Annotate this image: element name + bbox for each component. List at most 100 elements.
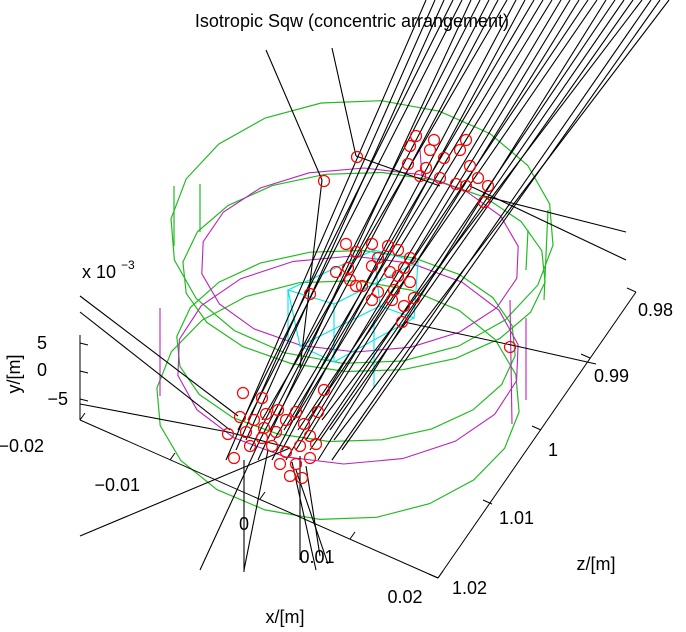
x-tick-label: 0.01: [299, 547, 334, 567]
axis-frame: [79, 291, 637, 579]
y-tick: [79, 398, 89, 402]
y-axis-label: y/[m]: [4, 355, 24, 394]
x-axis-label: x/[m]: [266, 607, 305, 627]
ray-line: [269, 0, 499, 431]
ray-line: [247, 0, 463, 421]
scatter-event: [339, 237, 353, 251]
scatter-event: [413, 169, 427, 183]
ray-line: [333, 0, 670, 441]
ray-line: [295, 0, 571, 451]
y-tick: [79, 342, 89, 346]
ray-line: [235, 0, 436, 451]
ray-line: [257, 0, 472, 461]
scatter-event: [427, 133, 441, 147]
scatter-event: [407, 291, 421, 305]
z-tick: [626, 287, 637, 293]
scatter-event: [236, 386, 250, 400]
ray-line: [79, 403, 229, 433]
scatter-event: [371, 285, 385, 299]
ray-line: [469, 185, 627, 261]
scatter-event: [309, 437, 323, 451]
scatter-event: [303, 451, 317, 465]
scatter-event: [463, 159, 477, 173]
inner-container-edge: [509, 299, 513, 425]
scatter-event: [233, 410, 247, 424]
scatter-event: [283, 469, 297, 483]
scatter-event: [471, 171, 485, 185]
scatter-event: [349, 245, 363, 259]
scatter-event: [341, 261, 355, 275]
scatter-event: [453, 143, 467, 157]
ray-line: [317, 0, 607, 461]
scatter-events: [221, 129, 517, 485]
outer-container-top: [170, 100, 554, 364]
axis-ticks: [79, 287, 637, 579]
z-tick-label: 1: [548, 440, 558, 460]
ray-line: [259, 0, 490, 441]
scatter-event: [371, 251, 385, 265]
scatter-event: [391, 243, 405, 257]
y-tick-label: 0: [37, 360, 47, 380]
scatter-event: [365, 293, 379, 307]
z-tick: [482, 499, 493, 505]
scatter-event: [265, 439, 279, 453]
x-tick: [437, 570, 444, 579]
scatter-event: [449, 177, 463, 191]
x-tick-label: −0.02: [0, 436, 44, 456]
ray-line: [79, 447, 291, 537]
x-tick: [79, 412, 86, 421]
z-tick: [580, 353, 591, 359]
ray-line: [199, 439, 261, 571]
scatter-event: [365, 237, 379, 251]
scatter-event: [311, 405, 325, 419]
z-tick-label: 1.02: [452, 578, 487, 598]
x-tick-label: 0: [239, 514, 249, 534]
x-tick: [259, 491, 266, 500]
scatter-event: [243, 439, 257, 453]
z-axis-line: [437, 291, 637, 579]
y-tick-label: −5: [47, 389, 68, 409]
scatter-event: [403, 275, 417, 289]
y-tick: [79, 370, 89, 374]
scatter-event: [295, 471, 309, 485]
y-axis-exponent: x 10 −3: [82, 258, 135, 282]
x-tick: [169, 452, 176, 461]
scatter-event: [257, 421, 271, 435]
scatter-event: [317, 383, 331, 397]
ray-line: [285, 0, 562, 461]
ray-line: [281, 0, 526, 451]
z-tick: [531, 425, 542, 431]
scatter-event: [259, 407, 273, 421]
scatter-event: [403, 139, 417, 153]
scatter-event: [350, 150, 364, 164]
z-tick: [428, 573, 439, 579]
ray-line: [237, 0, 454, 431]
scatter-event: [397, 261, 411, 275]
scatter-event: [355, 279, 369, 293]
ray-line: [305, 465, 321, 557]
x-tick: [349, 531, 356, 540]
scatter-event: [317, 174, 331, 188]
ray-line: [283, 0, 544, 431]
plot-geometry: [156, 100, 554, 521]
y-tick-label: 5: [37, 333, 47, 353]
ray-line: [355, 155, 441, 187]
ray-line: [271, 0, 517, 461]
scatter-event: [419, 161, 433, 175]
scatter-event: [477, 195, 491, 209]
scatter-event: [227, 451, 241, 465]
scatter-event: [409, 129, 423, 143]
ray-line: [293, 0, 553, 421]
z-axis-label: z/[m]: [577, 554, 616, 574]
scatter-event: [289, 405, 303, 419]
ray-line: [243, 449, 269, 571]
scatter-event: [391, 269, 405, 283]
outer-container-edge: [525, 229, 529, 271]
outer-container-bottom: [156, 279, 520, 521]
ray-line: [297, 0, 589, 431]
chart-title: Isotropic Sqw (concentric arrangement): [195, 11, 509, 31]
scatter-event: [423, 143, 437, 157]
x-tick-label: 0.02: [387, 587, 422, 607]
scatter-event: [247, 413, 261, 427]
